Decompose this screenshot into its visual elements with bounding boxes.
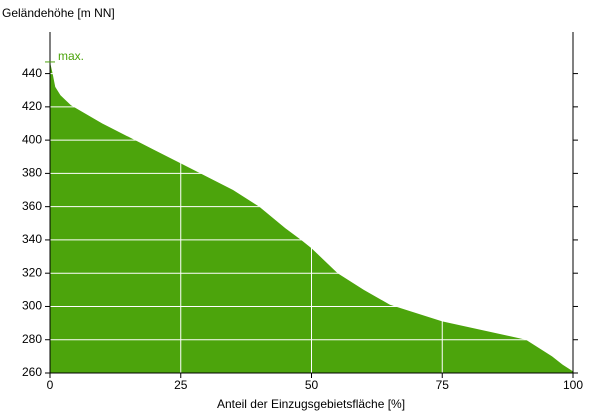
y-tick-label: 260 xyxy=(22,365,42,379)
y-tick-label: 380 xyxy=(22,166,42,180)
y-axis-title: Geländehöhe [m NN] xyxy=(2,6,115,20)
y-tick-label: 340 xyxy=(22,232,42,246)
y-tick-label: 300 xyxy=(22,299,42,313)
y-tick-label: 440 xyxy=(22,66,42,80)
x-tick-label: 100 xyxy=(563,378,583,392)
x-axis-title: Anteil der Einzugsgebietsfläche [%] xyxy=(217,397,405,411)
y-tick-label: 400 xyxy=(22,132,42,146)
x-tick-label: 25 xyxy=(174,378,188,392)
y-tick-label: 320 xyxy=(22,265,42,279)
x-tick-label: 0 xyxy=(47,378,54,392)
y-tick-label: 280 xyxy=(22,332,42,346)
x-tick-label: 50 xyxy=(305,378,319,392)
x-tick-label: 75 xyxy=(436,378,450,392)
y-tick-label: 360 xyxy=(22,199,42,213)
y-tick-label: 420 xyxy=(22,99,42,113)
annotation: max. xyxy=(58,49,84,63)
